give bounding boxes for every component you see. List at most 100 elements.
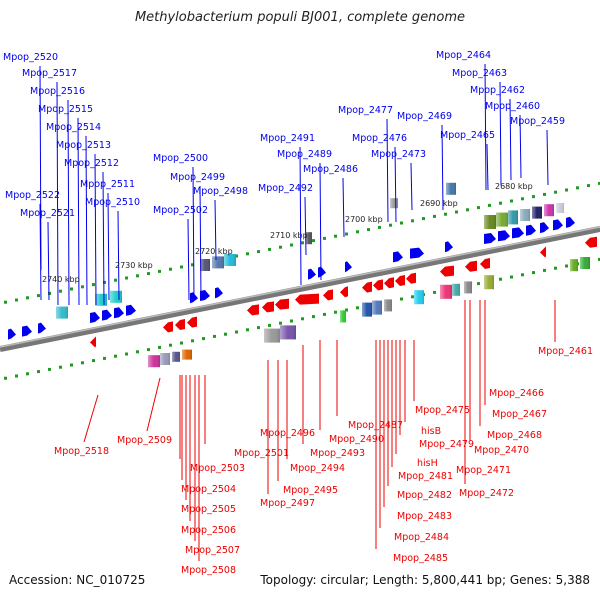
outer-top-track-tick (103, 280, 106, 284)
reverse-gene-arrow (340, 286, 348, 298)
outer-bottom-track-tick (510, 275, 513, 279)
gene-label: Mpop_2506 (181, 525, 236, 536)
leader-line (39, 203, 42, 301)
kbp-tick-label: 2680 kbp (495, 182, 533, 191)
outer-bottom-track-tick (598, 257, 600, 261)
outer-bottom-track-tick (554, 266, 557, 270)
gene-label: Mpop_2475 (415, 405, 470, 416)
outer-bottom-track-tick (301, 317, 304, 321)
outer-top-track-tick (356, 230, 359, 234)
leader-line (410, 162, 413, 211)
leader-line (67, 99, 70, 306)
cog-box-shade (556, 203, 564, 213)
cog-box-shade (440, 284, 452, 299)
outer-top-track-tick (554, 190, 557, 194)
leader-line (192, 166, 195, 301)
cog-box-shade (414, 290, 424, 305)
outer-top-track-tick (81, 285, 84, 289)
leader-line (102, 171, 105, 306)
leader-line (85, 135, 88, 306)
outer-top-track-tick (147, 272, 150, 276)
outer-bottom-track-tick (312, 315, 315, 319)
map-title: Methylobacterium populi BJ001, complete … (134, 10, 466, 25)
leader-line (94, 153, 97, 306)
cog-box-shade (362, 302, 372, 317)
gene-label: hisB (421, 426, 441, 437)
gene-label: Mpop_2522 (5, 190, 60, 201)
outer-bottom-track-tick (521, 273, 524, 277)
gene-label: Mpop_2509 (117, 435, 172, 446)
cog-box-shade (160, 353, 170, 365)
leader-line (299, 146, 302, 286)
outer-bottom-track-tick (81, 361, 84, 365)
outer-bottom-track-tick (279, 321, 282, 325)
leader-line (47, 221, 50, 301)
cog-box-shade (452, 283, 460, 296)
gene-label: Mpop_2487 (348, 420, 403, 431)
gene-label: Mpop_2513 (56, 140, 111, 151)
outer-bottom-track-tick (26, 372, 29, 376)
cog-box-shade (580, 257, 590, 269)
gene-label: Mpop_2467 (492, 409, 547, 420)
outer-top-track-tick (169, 267, 172, 271)
reverse-gene-arrow (175, 319, 185, 330)
leader-line (304, 196, 307, 256)
cog-box-shade (56, 306, 68, 319)
cog-box-shade (148, 355, 160, 368)
leader-line (546, 129, 549, 186)
leader-line (77, 117, 80, 306)
gene-labels: Mpop_2520 Mpop_2517 Mpop_2516 Mpop_2515 Mpop… (3, 50, 593, 576)
gene-label: Mpop_2482 (397, 490, 452, 501)
gene-label: Mpop_2500 (153, 153, 208, 164)
forward-gene-arrow (540, 222, 549, 234)
gene-label: Mpop_2497 (260, 498, 315, 509)
outer-top-track-tick (543, 192, 546, 196)
gene-label: Mpop_2491 (260, 133, 315, 144)
outer-top-track-tick (565, 188, 568, 192)
cog-box-shade (95, 293, 107, 306)
cog-box-shade (264, 328, 280, 343)
gene-label: Mpop_2512 (64, 158, 119, 169)
cog-box-shade (532, 206, 542, 219)
outer-bottom-track-tick (499, 277, 502, 281)
cog-box-shade (212, 256, 224, 269)
outer-top-track-tick (598, 181, 600, 185)
gene-label: Mpop_2510 (85, 197, 140, 208)
leader-line (386, 118, 389, 223)
cog-box-shade (464, 281, 472, 294)
outer-top-track-tick (92, 283, 95, 287)
outer-bottom-track-tick (268, 323, 271, 327)
leader-line (484, 63, 487, 191)
gene-label: Mpop_2493 (310, 448, 365, 459)
gene-label: Mpop_2501 (234, 448, 289, 459)
leader-line (214, 199, 217, 261)
cog-box-shade (182, 349, 192, 360)
leader-line (319, 162, 322, 281)
reverse-gene-arrow (295, 293, 319, 305)
reverse-gene-arrow (247, 304, 259, 316)
reverse-gene-arrow (465, 260, 477, 272)
cog-box-shade (544, 204, 554, 217)
outer-top-track-tick (576, 186, 579, 190)
forward-gene-arrow (484, 233, 496, 244)
forward-gene-arrow (102, 309, 112, 321)
reverse-gene-arrow (540, 246, 546, 258)
reverse-gene-arrow (262, 301, 274, 313)
reverse-gene-arrow (395, 275, 405, 286)
outer-top-track-tick (70, 287, 73, 291)
gene-label: Mpop_2466 (489, 388, 544, 399)
outer-top-track-tick (444, 212, 447, 216)
leader-line (56, 81, 59, 306)
gene-label: Mpop_2499 (170, 172, 225, 183)
outer-top-track-tick (499, 201, 502, 205)
outer-bottom-track-tick (257, 326, 260, 330)
outer-bottom-track-tick (180, 341, 183, 345)
cog-box-shade (200, 259, 210, 271)
gene-label: Mpop_2504 (181, 484, 236, 495)
kbp-ticks: 2740 kbp 2730 kbp 2720 kbp 2710 kbp 2700 kbp… (42, 182, 533, 284)
leader-line (199, 185, 202, 301)
gene-label: Mpop_2492 (258, 183, 313, 194)
gene-label: Mpop_2489 (277, 149, 332, 160)
outer-top-track-tick (180, 265, 183, 269)
